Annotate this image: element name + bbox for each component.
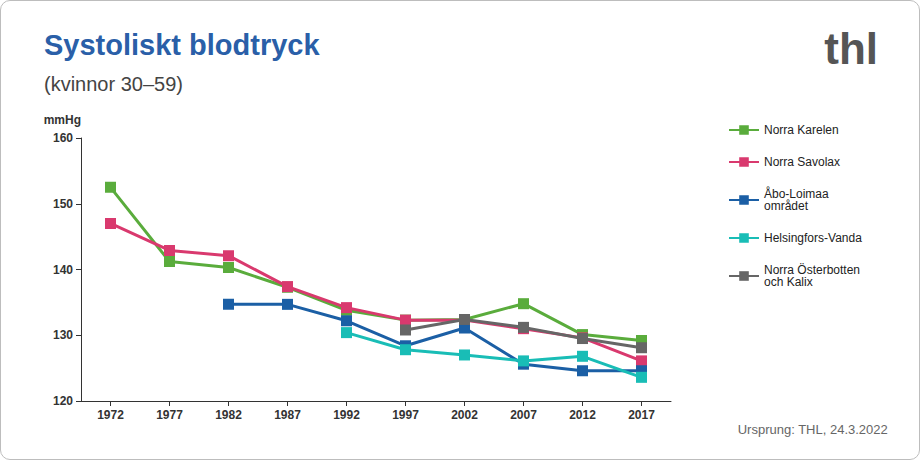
svg-text:1982: 1982	[215, 408, 242, 422]
svg-text:2002: 2002	[451, 408, 478, 422]
svg-text:Norra Karelen: Norra Karelen	[764, 123, 839, 137]
svg-text:Åbo-Loimaa: Åbo-Loimaa	[764, 187, 832, 201]
svg-text:1972: 1972	[97, 408, 124, 422]
svg-text:området: området	[764, 199, 809, 213]
svg-text:Systoliskt blodtryck: Systoliskt blodtryck	[44, 29, 320, 61]
svg-text:Helsingfors-Vanda: Helsingfors-Vanda	[764, 231, 862, 245]
svg-text:2017: 2017	[628, 408, 655, 422]
svg-text:(kvinnor 30–59): (kvinnor 30–59)	[44, 73, 183, 95]
svg-text:1992: 1992	[333, 408, 360, 422]
svg-text:Norra Savolax: Norra Savolax	[764, 155, 840, 169]
svg-text:mmHg: mmHg	[44, 113, 81, 127]
svg-text:1987: 1987	[274, 408, 301, 422]
svg-text:160: 160	[53, 131, 73, 145]
svg-text:Ursprung: THL, 24.3.2022: Ursprung: THL, 24.3.2022	[738, 422, 888, 437]
svg-text:130: 130	[53, 328, 73, 342]
svg-text:Norra Österbotten: Norra Österbotten	[764, 263, 864, 277]
svg-text:140: 140	[53, 263, 73, 277]
svg-text:2012: 2012	[569, 408, 596, 422]
svg-text:1977: 1977	[156, 408, 183, 422]
svg-text:1997: 1997	[392, 408, 419, 422]
svg-text:150: 150	[53, 197, 73, 211]
svg-text:och Kalix: och Kalix	[764, 275, 813, 289]
svg-text:thl: thl	[824, 24, 878, 73]
svg-text:120: 120	[53, 394, 73, 408]
svg-text:2007: 2007	[510, 408, 537, 422]
